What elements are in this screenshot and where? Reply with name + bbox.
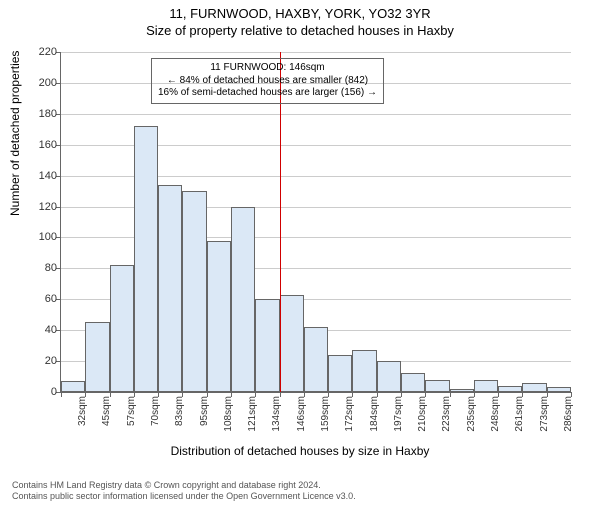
histogram-bar [522,383,546,392]
xtick-mark [280,392,281,397]
xtick-label: 83sqm [174,396,185,426]
xtick-mark [110,392,111,397]
xtick-mark [255,392,256,397]
ytick-label: 0 [17,386,57,398]
x-axis-label: Distribution of detached houses by size … [0,444,600,458]
xtick-label: 286sqm [563,396,574,432]
ytick-label: 140 [17,170,57,182]
footer-line-2: Contains public sector information licen… [12,491,356,502]
page-subtitle: Size of property relative to detached ho… [0,23,600,38]
gridline [61,114,571,115]
ytick-label: 100 [17,231,57,243]
histogram-bar [110,265,134,392]
xtick-label: 57sqm [126,396,137,426]
xtick-label: 95sqm [199,396,210,426]
histogram-bar [377,361,401,392]
ytick-label: 60 [17,293,57,305]
histogram-bar [401,373,425,392]
histogram-bar [450,389,474,392]
xtick-mark [401,392,402,397]
xtick-mark [352,392,353,397]
histogram-bar [134,126,158,392]
xtick-label: 235sqm [466,396,477,432]
xtick-label: 32sqm [77,396,88,426]
xtick-mark [231,392,232,397]
histogram-bar [207,241,231,392]
histogram-bar [280,295,304,392]
xtick-label: 159sqm [320,396,331,432]
xtick-label: 261sqm [514,396,525,432]
ytick-label: 20 [17,355,57,367]
histogram-bar [85,322,109,392]
histogram-bar [304,327,328,392]
xtick-mark [450,392,451,397]
xtick-label: 70sqm [150,396,161,426]
footer-line-1: Contains HM Land Registry data © Crown c… [12,480,356,491]
xtick-mark [158,392,159,397]
histogram-bar [328,355,352,392]
histogram-bar [231,207,255,392]
annotation-line: 16% of semi-detached houses are larger (… [158,87,377,100]
ytick-label: 160 [17,139,57,151]
xtick-mark [498,392,499,397]
xtick-mark [61,392,62,397]
gridline [61,52,571,53]
xtick-label: 197sqm [393,396,404,432]
y-axis-label: Number of detached properties [8,51,22,216]
xtick-label: 273sqm [539,396,550,432]
histogram-bar [61,381,85,392]
annotation-box: 11 FURNWOOD: 146sqm← 84% of detached hou… [151,58,384,104]
xtick-label: 184sqm [369,396,380,432]
xtick-label: 172sqm [344,396,355,432]
xtick-mark [182,392,183,397]
xtick-mark [85,392,86,397]
histogram-bar [547,387,571,392]
xtick-label: 108sqm [223,396,234,432]
histogram-bar [158,185,182,392]
xtick-label: 210sqm [417,396,428,432]
xtick-label: 248sqm [490,396,501,432]
footer-attribution: Contains HM Land Registry data © Crown c… [12,480,356,502]
chart-area: 02040608010012014016018020022032sqm45sqm… [60,52,570,422]
ytick-label: 180 [17,108,57,120]
histogram-bar [182,191,206,392]
xtick-mark [571,392,572,397]
ytick-label: 40 [17,324,57,336]
xtick-label: 146sqm [296,396,307,432]
xtick-mark [474,392,475,397]
page-title: 11, FURNWOOD, HAXBY, YORK, YO32 3YR [0,6,600,21]
ytick-label: 200 [17,77,57,89]
histogram-plot: 02040608010012014016018020022032sqm45sqm… [60,52,571,393]
histogram-bar [255,299,279,392]
xtick-mark [522,392,523,397]
ytick-label: 220 [17,46,57,58]
xtick-mark [547,392,548,397]
xtick-label: 45sqm [101,396,112,426]
histogram-bar [474,380,498,392]
histogram-bar [425,380,449,392]
xtick-mark [377,392,378,397]
histogram-bar [498,386,522,392]
annotation-line: 11 FURNWOOD: 146sqm [158,62,377,75]
xtick-label: 223sqm [441,396,452,432]
xtick-mark [328,392,329,397]
xtick-mark [425,392,426,397]
xtick-mark [134,392,135,397]
histogram-bar [352,350,376,392]
annotation-line: ← 84% of detached houses are smaller (84… [158,75,377,88]
xtick-label: 134sqm [271,396,282,432]
xtick-label: 121sqm [247,396,258,432]
ytick-label: 120 [17,201,57,213]
xtick-mark [207,392,208,397]
xtick-mark [304,392,305,397]
ytick-label: 80 [17,262,57,274]
